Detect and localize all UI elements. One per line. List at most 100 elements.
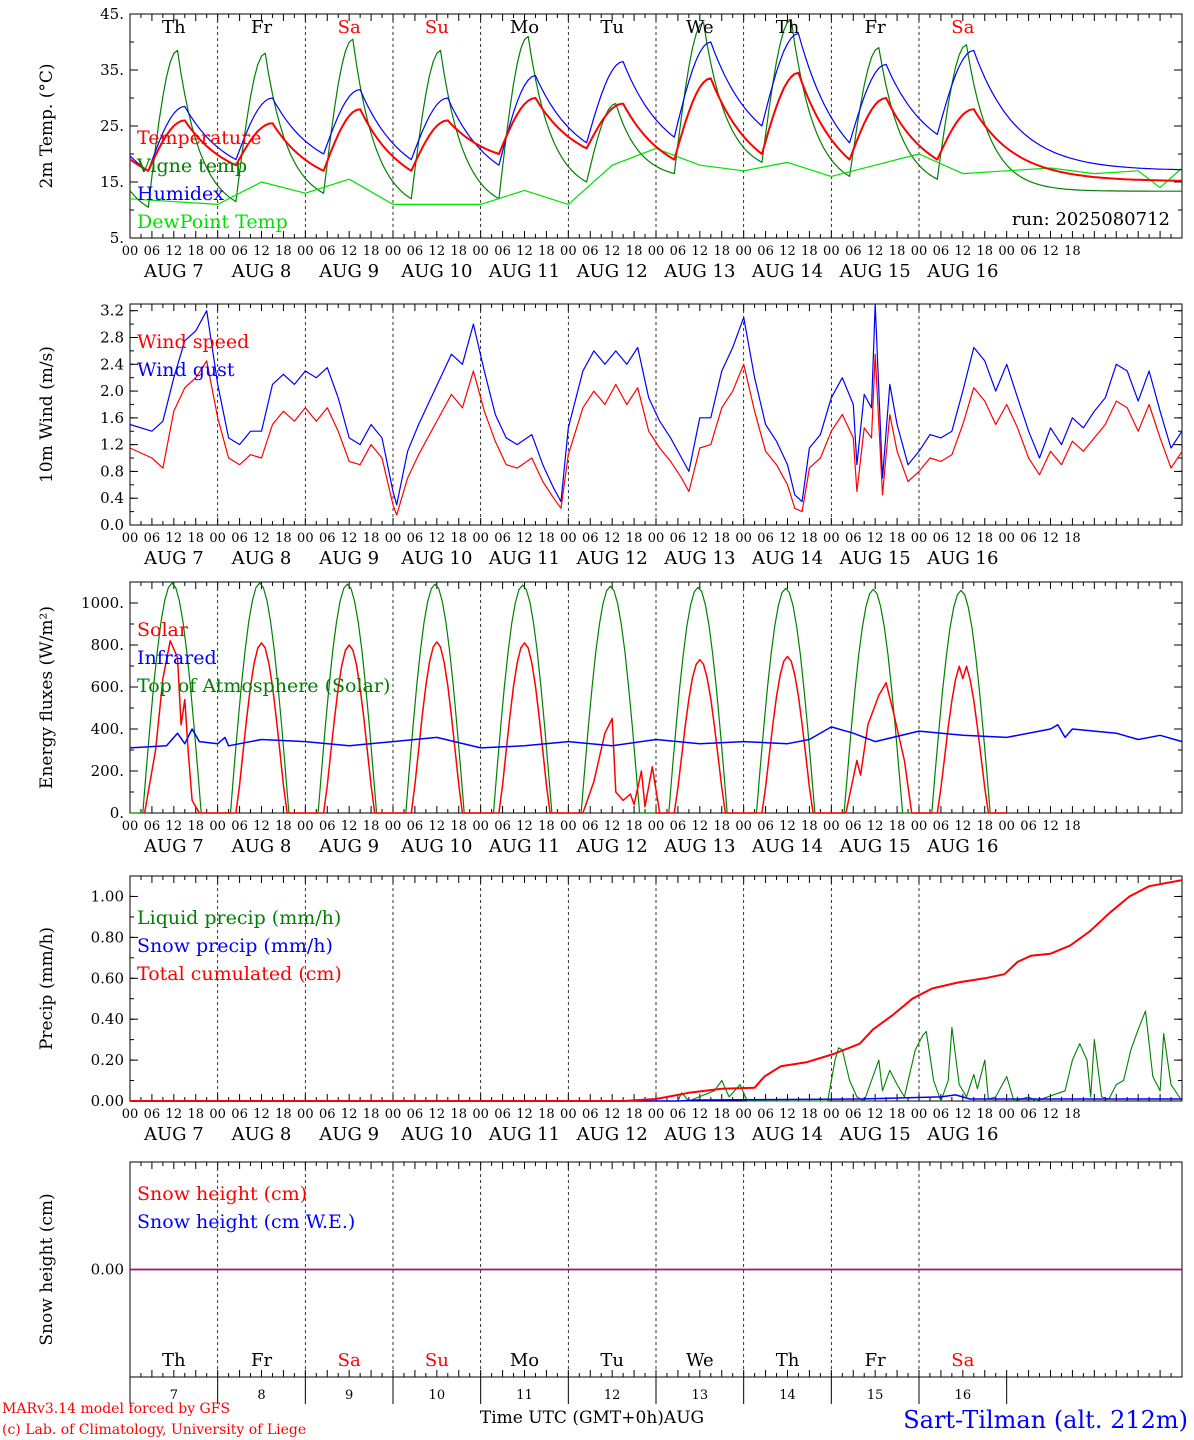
hour-tick-label: 06 <box>319 1107 336 1122</box>
day-number-label: 14 <box>779 1388 796 1403</box>
hour-tick-label: 18 <box>626 1107 643 1122</box>
hour-tick-label: 06 <box>319 244 336 259</box>
hour-tick-label: 12 <box>692 1107 709 1122</box>
legend-entry: Liquid precip (mm/h) <box>137 907 341 929</box>
hour-tick-label: 06 <box>144 1107 161 1122</box>
hour-tick-label: 18 <box>1064 244 1081 259</box>
date-label: AUG 9 <box>318 836 379 857</box>
hour-tick-label: 12 <box>604 1107 621 1122</box>
hour-tick-label: 00 <box>385 1107 402 1122</box>
y-tick-label: 0. <box>110 804 124 822</box>
day-number-label: 15 <box>867 1388 884 1403</box>
hour-tick-label: 12 <box>1042 819 1059 834</box>
weekday-label: Fr <box>251 1350 272 1371</box>
y-axis-label: 2m Temp. (°C) <box>37 63 57 188</box>
weekday-label: Mo <box>510 1350 539 1371</box>
date-label: AUG 11 <box>488 836 560 857</box>
hour-tick-label: 00 <box>648 531 665 546</box>
hour-tick-label: 00 <box>297 819 314 834</box>
hour-tick-label: 18 <box>713 819 730 834</box>
hour-tick-label: 18 <box>450 244 467 259</box>
weekday-label: Fr <box>251 17 272 38</box>
hour-tick-label: 00 <box>735 531 752 546</box>
weekday-label: Su <box>425 17 449 38</box>
hour-tick-label: 06 <box>231 1107 248 1122</box>
hour-tick-label: 06 <box>757 244 774 259</box>
y-tick-label: 5. <box>110 229 124 247</box>
hour-tick-label: 18 <box>275 819 292 834</box>
series-humidex <box>129 32 1183 172</box>
y-tick-label: 0.80 <box>91 928 124 946</box>
hour-tick-label: 00 <box>385 244 402 259</box>
hour-tick-label: 12 <box>867 1107 884 1122</box>
hour-tick-label: 12 <box>779 819 796 834</box>
hour-tick-label: 12 <box>516 244 533 259</box>
hour-tick-label: 12 <box>867 531 884 546</box>
date-label: AUG 8 <box>231 548 292 569</box>
hour-tick-label: 18 <box>187 1107 204 1122</box>
hour-tick-label: 12 <box>166 1107 183 1122</box>
y-tick-label: 0.00 <box>91 1092 124 1110</box>
legend-entry: Temperature <box>137 127 261 149</box>
hour-tick-label: 00 <box>472 819 489 834</box>
y-tick-label: 25. <box>100 117 124 135</box>
hour-tick-label: 06 <box>407 244 424 259</box>
hour-tick-label: 12 <box>692 531 709 546</box>
hour-tick-label: 18 <box>450 819 467 834</box>
hour-tick-label: 06 <box>319 819 336 834</box>
hour-tick-label: 12 <box>253 1107 270 1122</box>
date-label: AUG 10 <box>400 836 472 857</box>
weekday-label: Tu <box>600 17 624 38</box>
series-total-cumulated <box>130 879 1183 1102</box>
date-label: AUG 15 <box>839 1124 911 1145</box>
date-label: AUG 15 <box>839 261 911 282</box>
y-tick-label: 1.00 <box>91 887 124 905</box>
hour-tick-label: 00 <box>560 244 577 259</box>
hour-tick-label: 00 <box>122 244 139 259</box>
hour-tick-label: 18 <box>450 1107 467 1122</box>
hour-tick-label: 00 <box>998 819 1015 834</box>
hour-tick-label: 00 <box>385 819 402 834</box>
hour-tick-label: 00 <box>998 531 1015 546</box>
y-axis-label: 10m Wind (m/s) <box>37 346 57 483</box>
weekday-label: Mo <box>510 17 539 38</box>
hour-tick-label: 12 <box>867 244 884 259</box>
hour-tick-label: 18 <box>450 531 467 546</box>
legend-entry: Humidex <box>137 183 224 205</box>
date-label: AUG 8 <box>231 261 292 282</box>
hour-tick-label: 18 <box>976 244 993 259</box>
y-tick-label: 15. <box>100 173 124 191</box>
hour-tick-label: 00 <box>823 819 840 834</box>
hour-tick-label: 00 <box>472 1107 489 1122</box>
hour-tick-label: 00 <box>297 1107 314 1122</box>
hour-tick-label: 18 <box>1064 531 1081 546</box>
hour-tick-label: 12 <box>955 819 972 834</box>
hour-tick-label: 12 <box>1042 1107 1059 1122</box>
panel-3: 0. 200. 400. 600. 800. 1000. Energy fluxes (W/… <box>37 581 1183 822</box>
y-tick-label: 1000. <box>81 594 124 612</box>
y-tick-label: 0.4 <box>100 489 124 507</box>
hour-tick-label: 18 <box>889 244 906 259</box>
hour-tick-label: 12 <box>867 819 884 834</box>
hour-tick-label: 06 <box>933 1107 950 1122</box>
day-number-label: 16 <box>955 1388 972 1403</box>
date-label: AUG 8 <box>231 1124 292 1145</box>
hour-tick-label: 12 <box>166 819 183 834</box>
date-label: AUG 15 <box>839 548 911 569</box>
hour-tick-label: 00 <box>998 244 1015 259</box>
hour-tick-label: 18 <box>1064 1107 1081 1122</box>
hour-tick-label: 12 <box>341 819 358 834</box>
plot-frame <box>129 13 1183 239</box>
hour-tick-label: 06 <box>582 244 599 259</box>
date-label: AUG 14 <box>751 261 823 282</box>
hour-tick-label: 12 <box>516 819 533 834</box>
y-tick-label: 0.0 <box>100 516 124 534</box>
hour-tick-label: 00 <box>823 1107 840 1122</box>
hour-tick-label: 06 <box>494 1107 511 1122</box>
date-label: AUG 11 <box>488 261 560 282</box>
weekday-label: Th <box>776 1350 800 1371</box>
hour-tick-label: 00 <box>560 531 577 546</box>
hour-tick-label: 00 <box>122 531 139 546</box>
hour-tick-label: 12 <box>692 819 709 834</box>
y-tick-label: 0.00 <box>91 1261 124 1279</box>
